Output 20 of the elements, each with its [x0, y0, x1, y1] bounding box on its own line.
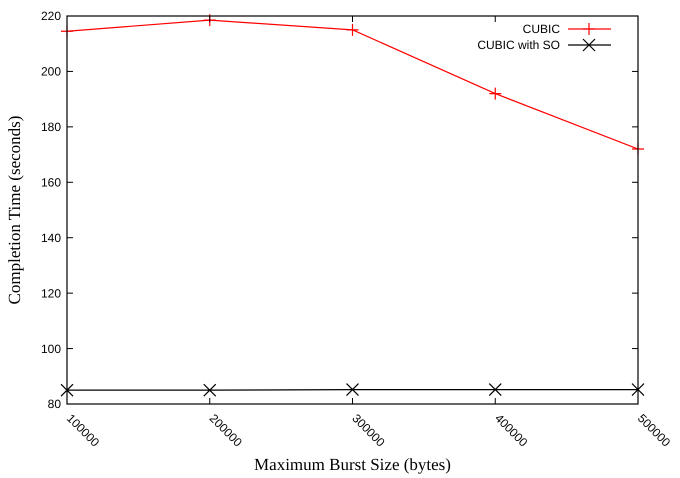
- y-tick-label: 80: [48, 397, 62, 412]
- point: [60, 384, 74, 397]
- point: [346, 382, 360, 396]
- point: [631, 382, 645, 396]
- y-axis-title: Completion Time (seconds): [5, 116, 24, 304]
- legend-label: CUBIC with SO: [477, 38, 560, 52]
- y-tick-label: 180: [40, 120, 62, 134]
- legend-label: CUBIC: [522, 22, 560, 36]
- point: [488, 382, 502, 396]
- y-tick-label: 100: [40, 342, 62, 356]
- x-axis-title: Maximum Burst Size (bytes): [254, 455, 451, 474]
- y-tick-label: 200: [40, 64, 62, 79]
- point: [203, 14, 216, 27]
- y-tick-label: 220: [40, 9, 62, 24]
- y-tick-label: 160: [40, 175, 62, 190]
- y-tick-label: 120: [40, 286, 62, 300]
- point: [346, 23, 360, 36]
- y-tick-label: 140: [40, 230, 62, 245]
- point: [488, 87, 502, 100]
- point: [203, 384, 216, 397]
